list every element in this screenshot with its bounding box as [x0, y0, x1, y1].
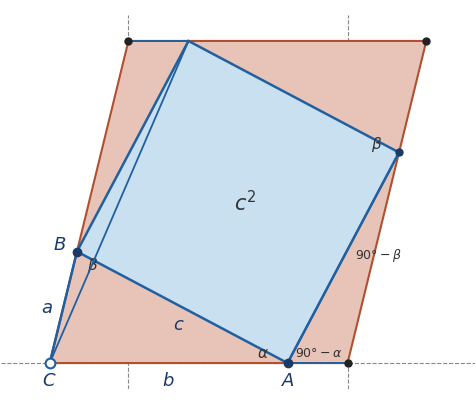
Text: $\beta$: $\beta$ — [87, 256, 98, 275]
Text: $a$: $a$ — [41, 298, 53, 317]
Text: $\beta$: $\beta$ — [371, 135, 382, 153]
Polygon shape — [77, 42, 399, 363]
Text: $B$: $B$ — [53, 236, 67, 254]
Text: $A$: $A$ — [280, 371, 295, 389]
Text: $c^2$: $c^2$ — [234, 190, 257, 215]
Text: $\alpha$: $\alpha$ — [257, 345, 269, 360]
Text: $c$: $c$ — [173, 315, 184, 333]
Polygon shape — [50, 42, 426, 363]
Text: $90°-\alpha$: $90°-\alpha$ — [295, 346, 343, 359]
Text: $b$: $b$ — [162, 371, 175, 389]
Text: $90°-\beta$: $90°-\beta$ — [355, 246, 402, 263]
Text: $C$: $C$ — [42, 371, 56, 389]
